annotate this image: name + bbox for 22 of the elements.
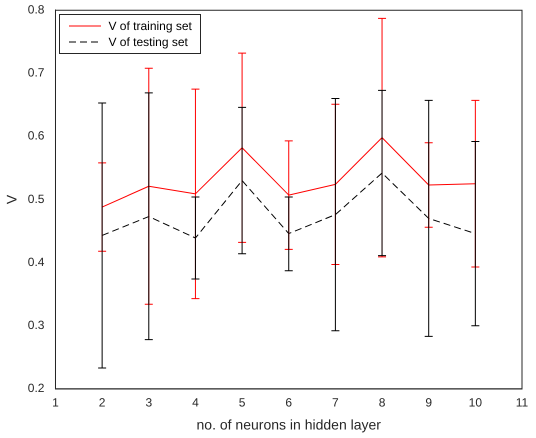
y-tick-label: 0.8 [28, 2, 45, 17]
x-tick-label: 1 [52, 395, 60, 410]
x-tick-label: 3 [145, 395, 152, 410]
y-tick-label: 0.7 [28, 66, 45, 80]
x-tick-label: 4 [192, 395, 200, 410]
x-tick-label: 11 [516, 395, 529, 410]
y-tick-label: 0.6 [28, 128, 45, 143]
x-tick-label: 2 [98, 395, 106, 410]
x-tick-label: 6 [285, 395, 292, 410]
y-axis-title: V [3, 194, 20, 204]
y-tick-label: 0.2 [28, 381, 45, 396]
y-tick-label: 0.4 [28, 254, 45, 269]
x-tick-label: 5 [238, 395, 246, 410]
x-tick-label: 9 [425, 395, 432, 410]
x-axis-title: no. of neurons in hidden layer [196, 416, 382, 432]
y-tick-label: 0.5 [28, 192, 45, 206]
legend-label: V of testing set [108, 34, 188, 50]
y-tick-label: 0.3 [28, 318, 45, 332]
x-tick-label: 7 [332, 395, 340, 410]
x-tick-label: 10 [468, 395, 482, 410]
x-tick-label: 8 [378, 395, 386, 410]
legend-label: V of training set [108, 18, 192, 34]
